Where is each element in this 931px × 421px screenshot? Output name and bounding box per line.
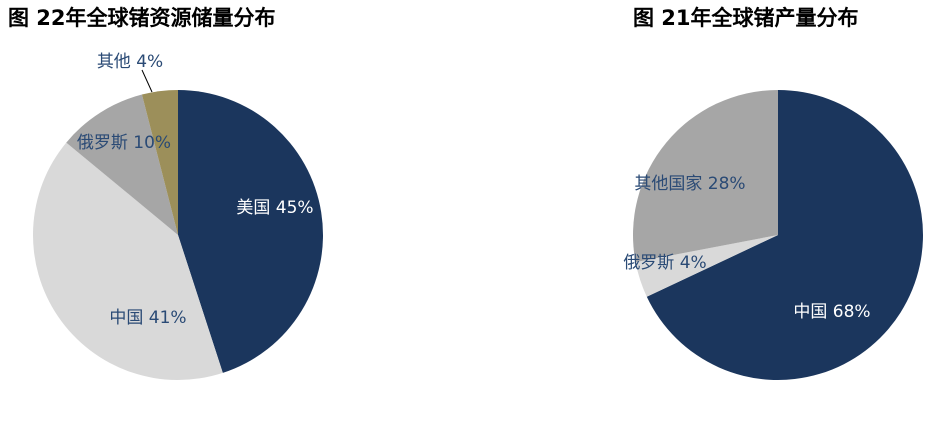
chart-title: 图 21年全球锗产量分布 [633,6,859,30]
leader-line [141,69,153,93]
pie-slice [646,90,923,380]
pie-slice [178,90,323,373]
chart-title: 图 22年全球锗资源储量分布 [8,6,276,30]
pie-slice [141,90,178,235]
pie-slice [66,94,178,235]
pie-slice [33,142,223,380]
data-label: 俄罗斯 10% [77,133,171,153]
data-label: 其他 4% [97,52,163,72]
data-label: 其他国家 28% [634,174,745,194]
data-label: 中国 41% [109,308,186,328]
data-label: 美国 45% [236,198,313,218]
data-label: 中国 68% [793,302,870,322]
pie-slice [633,90,778,263]
pie-slice [635,235,778,297]
data-label: 俄罗斯 4% [623,253,706,273]
